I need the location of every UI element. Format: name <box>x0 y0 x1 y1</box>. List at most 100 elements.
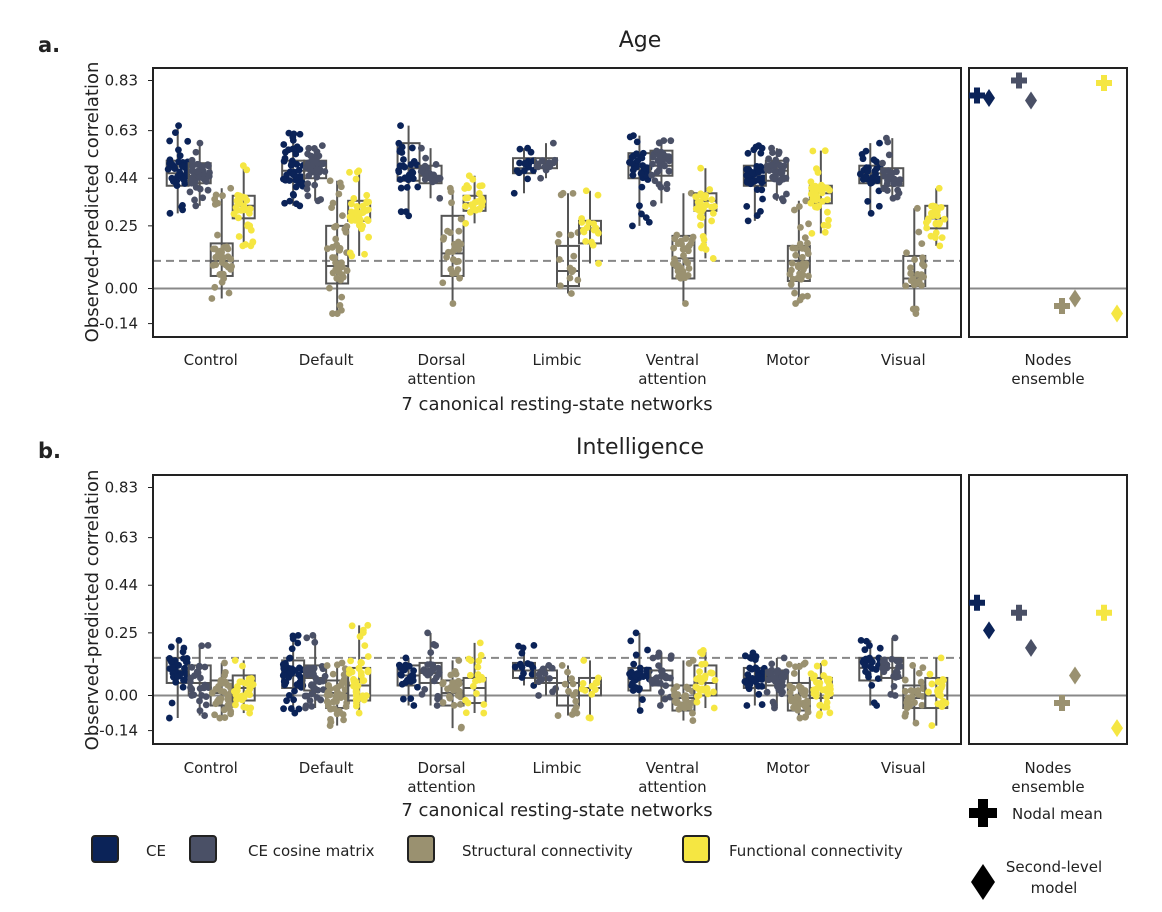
point-functional-connectivity <box>821 228 829 236</box>
point-ce <box>746 654 754 661</box>
point-structural-connectivity <box>907 270 915 277</box>
point-functional-connectivity <box>360 696 368 704</box>
point-structural-connectivity <box>569 680 577 688</box>
point-structural-connectivity <box>792 663 799 671</box>
point-functional-connectivity <box>585 219 593 227</box>
x-category-label: Dorsal <box>418 351 466 369</box>
point-structural-connectivity <box>219 192 226 200</box>
point-structural-connectivity <box>212 253 220 261</box>
point-functional-connectivity <box>246 205 253 213</box>
point-structural-connectivity <box>792 251 800 259</box>
point-functional-connectivity <box>927 209 935 217</box>
point-structural-connectivity <box>911 699 918 706</box>
point-ce-cosine-matrix <box>667 655 675 662</box>
point-functional-connectivity <box>811 182 819 190</box>
point-ce <box>283 697 291 705</box>
point-functional-connectivity <box>473 690 480 697</box>
point-ce <box>866 642 873 649</box>
point-structural-connectivity <box>903 249 910 257</box>
point-ce <box>868 657 876 665</box>
point-ce-cosine-matrix <box>890 180 898 188</box>
point-ce <box>862 147 870 155</box>
point-ce-cosine-matrix <box>653 674 661 682</box>
point-functional-connectivity <box>360 677 368 684</box>
point-structural-connectivity <box>909 305 917 313</box>
y-tick-label: 0.83 <box>105 72 138 90</box>
point-ce <box>524 175 531 183</box>
ensemble-nodal-mean-marker <box>1054 298 1070 315</box>
point-ce <box>865 673 872 681</box>
point-structural-connectivity <box>788 259 796 267</box>
point-structural-connectivity <box>329 670 337 678</box>
point-structural-connectivity <box>439 235 447 243</box>
point-structural-connectivity <box>216 714 224 722</box>
point-ce <box>864 167 871 175</box>
point-structural-connectivity <box>571 707 578 715</box>
point-ce-cosine-matrix <box>771 175 778 183</box>
point-functional-connectivity <box>352 696 360 703</box>
point-ce-cosine-matrix <box>321 168 329 175</box>
point-ce-cosine-matrix <box>663 180 671 188</box>
point-structural-connectivity <box>804 239 811 247</box>
point-ce-cosine-matrix <box>195 663 203 671</box>
point-functional-connectivity <box>812 196 820 204</box>
point-ce-cosine-matrix <box>201 663 209 671</box>
point-ce-cosine-matrix <box>188 663 196 671</box>
point-ce-cosine-matrix <box>198 642 206 650</box>
point-ce-cosine-matrix <box>765 670 773 677</box>
point-structural-connectivity <box>449 679 457 687</box>
chart-title: Intelligence <box>576 435 704 460</box>
point-ce <box>758 701 766 708</box>
point-ce <box>168 160 176 168</box>
point-functional-connectivity <box>825 681 833 688</box>
point-structural-connectivity <box>224 692 232 700</box>
point-ce-cosine-matrix <box>649 160 656 168</box>
point-ce-cosine-matrix <box>436 174 444 182</box>
point-structural-connectivity <box>335 190 343 198</box>
point-functional-connectivity <box>348 200 355 208</box>
point-structural-connectivity <box>455 257 462 265</box>
point-ce <box>180 644 188 652</box>
point-ce-cosine-matrix <box>194 669 202 677</box>
point-ce-cosine-matrix <box>424 629 432 637</box>
point-ce <box>756 163 764 171</box>
point-functional-connectivity <box>477 651 485 659</box>
point-ce <box>520 167 528 175</box>
point-functional-connectivity <box>697 678 705 686</box>
point-functional-connectivity <box>364 621 372 629</box>
point-structural-connectivity <box>682 257 690 265</box>
point-structural-connectivity <box>805 220 812 228</box>
legend-label-second-level: model <box>1031 879 1078 897</box>
panel-age: Age 0.83 0.63 0.44 0.25 0.00 -0.14Observed-pre… <box>82 28 1128 415</box>
ensemble-nodal-mean-marker <box>1011 604 1027 621</box>
point-ce <box>876 139 883 147</box>
point-ce-cosine-matrix <box>656 139 663 147</box>
point-functional-connectivity <box>933 208 941 215</box>
point-ce <box>184 137 192 145</box>
point-functional-connectivity <box>233 693 241 701</box>
point-structural-connectivity <box>456 274 464 282</box>
point-ce <box>632 163 640 171</box>
panel-intelligence: Intelligence 0.83 0.63 0.44 0.25 0.00 -0.14Obs… <box>82 435 1128 821</box>
point-functional-connectivity <box>348 622 356 630</box>
point-ce-cosine-matrix <box>655 662 663 670</box>
point-functional-connectivity <box>239 662 246 670</box>
point-functional-connectivity <box>359 209 367 216</box>
point-structural-connectivity <box>670 691 678 699</box>
point-structural-connectivity <box>215 682 222 690</box>
point-functional-connectivity <box>582 237 590 245</box>
point-functional-connectivity <box>807 190 815 198</box>
ensemble-second-level-marker <box>1025 91 1037 110</box>
point-functional-connectivity <box>353 168 361 176</box>
point-structural-connectivity <box>919 664 927 672</box>
y-tick-label: 0.25 <box>105 217 138 235</box>
point-functional-connectivity <box>243 166 251 174</box>
point-ce <box>634 157 642 164</box>
point-structural-connectivity <box>682 300 689 307</box>
point-ce <box>397 208 405 216</box>
point-functional-connectivity <box>807 178 815 186</box>
point-structural-connectivity <box>805 272 812 280</box>
point-functional-connectivity <box>364 653 372 660</box>
point-ce-cosine-matrix <box>199 163 206 170</box>
point-structural-connectivity <box>681 692 689 700</box>
